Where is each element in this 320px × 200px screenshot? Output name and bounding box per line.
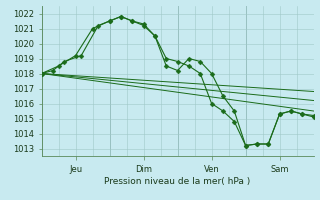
X-axis label: Pression niveau de la mer( hPa ): Pression niveau de la mer( hPa ) [104,177,251,186]
